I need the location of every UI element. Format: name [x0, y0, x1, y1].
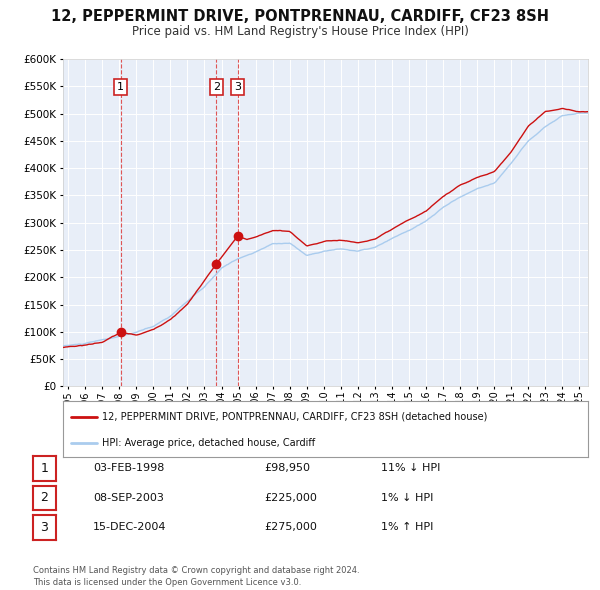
Text: 12, PEPPERMINT DRIVE, PONTPRENNAU, CARDIFF, CF23 8SH (detached house): 12, PEPPERMINT DRIVE, PONTPRENNAU, CARDI…: [103, 412, 488, 422]
Text: 1% ↓ HPI: 1% ↓ HPI: [381, 493, 433, 503]
Text: 11% ↓ HPI: 11% ↓ HPI: [381, 464, 440, 473]
Text: 3: 3: [40, 521, 49, 534]
Text: HPI: Average price, detached house, Cardiff: HPI: Average price, detached house, Card…: [103, 438, 316, 448]
Text: 08-SEP-2003: 08-SEP-2003: [93, 493, 164, 503]
Text: 15-DEC-2004: 15-DEC-2004: [93, 523, 167, 532]
Text: £98,950: £98,950: [264, 464, 310, 473]
Text: 1: 1: [40, 462, 49, 475]
Text: £275,000: £275,000: [264, 523, 317, 532]
Text: Price paid vs. HM Land Registry's House Price Index (HPI): Price paid vs. HM Land Registry's House …: [131, 25, 469, 38]
Text: Contains HM Land Registry data © Crown copyright and database right 2024.
This d: Contains HM Land Registry data © Crown c…: [33, 566, 359, 587]
Text: 2: 2: [40, 491, 49, 504]
Text: 03-FEB-1998: 03-FEB-1998: [93, 464, 164, 473]
Text: 1: 1: [117, 82, 124, 92]
Text: 12, PEPPERMINT DRIVE, PONTPRENNAU, CARDIFF, CF23 8SH: 12, PEPPERMINT DRIVE, PONTPRENNAU, CARDI…: [51, 9, 549, 24]
Text: 3: 3: [235, 82, 241, 92]
Text: £225,000: £225,000: [264, 493, 317, 503]
Text: 1% ↑ HPI: 1% ↑ HPI: [381, 523, 433, 532]
Text: 2: 2: [212, 82, 220, 92]
